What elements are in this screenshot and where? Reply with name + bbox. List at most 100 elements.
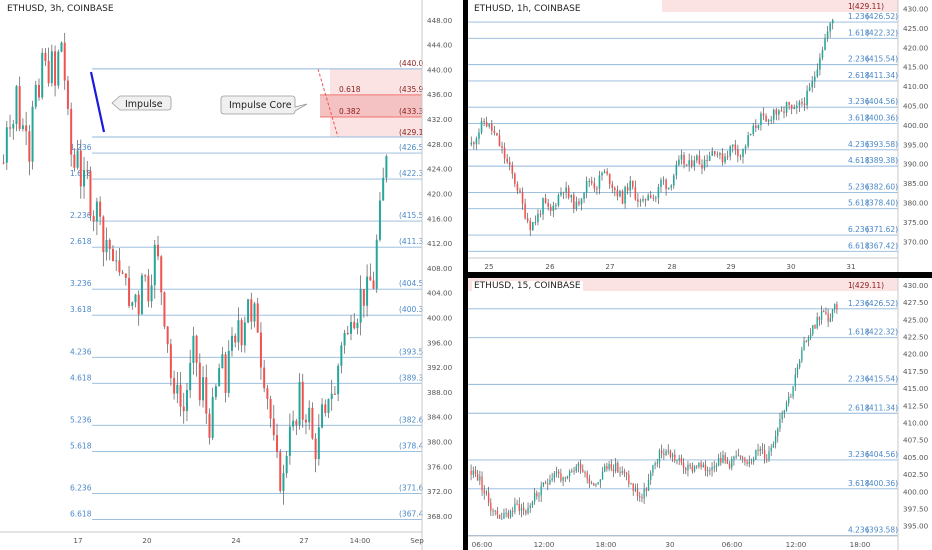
fifteen-candle-body [516,503,518,505]
main-candle-body [121,272,124,274]
fifteen-candle-body [691,466,694,472]
hourly-candle-body [655,197,657,199]
hourly-candle-body [496,133,498,136]
fifteen-candle-body [639,496,641,498]
fifteen-candle-body [728,463,731,468]
fifteen-candle-body [742,457,744,459]
fifteen-candle-body [566,475,569,479]
main-candle-body [54,51,57,86]
main-chart-panel[interactable]: (440.09) 0.618 (435.90) 0.382 (433.30) (429.1… [0,0,463,550]
hourly-candle-body [716,154,719,156]
hourly-candle-body [793,107,796,110]
main-candle-body [157,244,160,257]
fifteen-candle-body [669,450,672,457]
fifteen-candle-body [558,471,560,474]
main-candle-body [66,80,69,109]
fifteen-minute-chart-panel[interactable]: 1 (429.11) 1.236 (426.52) 1.618 (422.32) 2.236… [468,278,932,550]
hourly-candle-body [708,155,711,161]
main-fib-label: (367.42) [399,509,431,518]
fifteen-candle-body [634,489,637,491]
fifteen-candle-body [542,482,545,486]
hourly-candle-body [519,190,521,193]
main-core-level-label: (433.30) [399,107,431,116]
hourly-fib-label: (426.52) [866,12,898,21]
fifteen-time-tick-label: 06:00 [472,540,493,549]
hourly-price-axis-bg [899,0,932,272]
hourly-candle-body [737,148,739,157]
hourly-candle-body [608,173,611,185]
main-fib-label: (415.54) [399,211,431,220]
fifteen-price-tick-label: 420.00 [903,350,929,359]
fifteen-candle-body [494,510,496,512]
fifteen-candle-body [752,459,755,462]
fifteen-candle-body [818,317,821,320]
fifteen-candle-body [647,479,650,491]
hourly-candle-body [762,113,765,116]
fifteen-candle-body [805,340,807,342]
main-candle-body [366,276,369,306]
fifteen-candle-body [750,461,753,463]
hourly-candle-body [772,109,775,120]
hourly-candle-body [593,183,596,189]
main-price-tick-label: 404.00 [427,289,453,298]
hourly-price-tick-label: 420.00 [903,43,929,52]
hourly-candle-body [831,20,834,24]
main-candle-body [99,201,102,217]
hourly-candle-body [629,180,632,191]
fifteen-candle-body [514,503,516,512]
hourly-candle-body [542,198,544,215]
hourly-time-tick-label: 31 [846,262,855,271]
main-candle-body [176,384,179,394]
main-candle-body [369,276,372,281]
hourly-candle-body [506,158,508,162]
fifteen-candle-body [744,458,746,462]
hourly-price-tick-label: 425.00 [903,24,929,33]
fifteen-candle-body [755,450,757,460]
hourly-price-tick-label: 375.00 [903,218,929,227]
fifteen-candle-body [689,464,691,467]
hourly-price-tick-label: 415.00 [903,63,929,72]
hourly-candle-body [616,190,619,197]
fifteen-candle-body [531,501,534,506]
hourly-candle-body [826,31,829,39]
hourly-candle-body [806,90,808,106]
hourly-candle-body [526,218,529,221]
main-impulse-core-zone [320,94,422,117]
main-fib-ratio: 6.618 [70,509,92,518]
main-candle-body [5,127,8,163]
main-candle-body [259,332,262,368]
hourly-candle-body [637,199,639,202]
hourly-fib-label: (371.62) [866,225,898,234]
main-candle-body [189,362,192,391]
hourly-candle-body [706,159,708,161]
hourly-chart-title: ETHUSD, 1h, COINBASE [472,4,583,14]
main-candle-body [95,201,98,222]
hourly-candle-body [719,153,721,155]
main-candle-body [144,275,147,277]
hourly-candle-body [765,115,767,122]
hourly-candle-body [642,199,644,201]
fifteen-candle-body [761,449,764,451]
hourly-candle-body [688,160,690,166]
hourly-candle-body [680,154,683,160]
hourly-chart-panel[interactable]: 1 (429.11) 1.236 (426.52) 1.618 (422.32) 2.236… [468,0,932,272]
hourly-time-tick-label: 25 [484,262,493,271]
main-candle-body [240,320,243,346]
hourly-candle-body [590,181,593,184]
fifteen-fib-label: (426.52) [866,299,898,308]
hourly-time-tick-label: 29 [726,262,736,271]
hourly-candle-body [798,102,801,106]
fifteen-candle-body [553,473,556,479]
hourly-chart: 1 (429.11)1.236(426.52) 1.618(422.32) 2.236… [468,0,932,272]
fifteen-price-tick-label: 425.00 [903,315,929,324]
hourly-candle-body [788,102,790,105]
main-fib-label: (400.36) [399,305,431,314]
fifteen-candle-body [825,312,827,314]
fifteen-candle-body [680,458,683,463]
hourly-price-tick-label: 395.00 [903,140,929,149]
fifteen-candle-body [834,304,836,310]
hourly-fib-label: (411.34) [866,71,898,80]
main-candle-body [292,420,295,427]
fifteen-candle-body [538,495,540,497]
hourly-fib-label: (389.38) [866,156,898,165]
